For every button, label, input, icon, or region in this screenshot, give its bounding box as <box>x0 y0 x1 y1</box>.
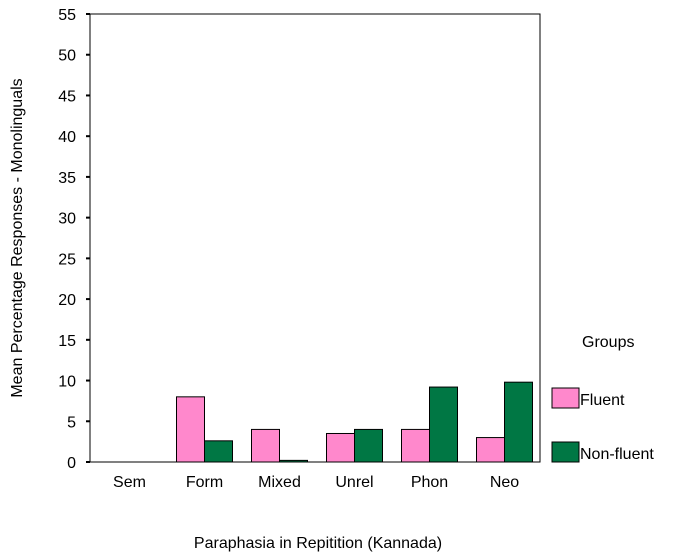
x-tick-label: Form <box>186 474 223 491</box>
bar-phon-fluent <box>401 428 430 463</box>
bars <box>176 381 533 463</box>
legend-swatch-fluent <box>551 387 580 409</box>
x-tick-labels: Sem Form Mixed Unrel Phon Neo <box>113 474 519 491</box>
legend-swatch-non-fluent <box>551 441 580 463</box>
bar-phon-non-fluent <box>429 386 458 463</box>
x-tick-label: Unrel <box>335 474 373 491</box>
legend-title: Groups <box>582 334 634 351</box>
bar-neo-non-fluent <box>504 381 533 463</box>
bar-unrel-fluent <box>326 432 355 463</box>
y-tick-label: 20 <box>58 292 76 309</box>
bar-mixed-fluent <box>251 428 280 463</box>
x-tick-label: Sem <box>113 474 146 491</box>
legend-label: Fluent <box>580 392 625 409</box>
y-axis: 0 5 10 15 20 25 30 35 40 45 50 55 <box>58 7 90 472</box>
bar-neo-fluent <box>476 437 505 463</box>
bar-form-fluent <box>176 396 205 463</box>
x-tick-label: Phon <box>411 474 448 491</box>
y-tick-label: 40 <box>58 129 76 146</box>
y-tick-label: 25 <box>58 251 76 268</box>
x-tick-label: Mixed <box>258 474 301 491</box>
y-tick-label: 0 <box>67 455 76 472</box>
y-tick-label: 50 <box>58 48 76 65</box>
legend: Groups Fluent Non-fluent <box>551 334 654 463</box>
bar-form-non-fluent <box>204 440 233 463</box>
y-tick-label: 10 <box>58 374 76 391</box>
bar-unrel-non-fluent <box>354 428 383 463</box>
x-tick-label: Neo <box>490 474 519 491</box>
plot-area <box>89 13 541 463</box>
legend-label: Non-fluent <box>580 446 654 463</box>
y-axis-title: Mean Percentage Responses - Monolinguals <box>9 78 26 397</box>
y-tick-label: 5 <box>67 414 76 431</box>
y-tick-label: 55 <box>58 7 76 24</box>
y-tick-label: 15 <box>58 333 76 350</box>
bar-mixed-non-fluent <box>279 459 308 463</box>
y-tick-label: 30 <box>58 211 76 228</box>
x-axis-title: Paraphasia in Repitition (Kannada) <box>194 535 442 552</box>
y-tick-label: 45 <box>58 88 76 105</box>
y-tick-label: 35 <box>58 170 76 187</box>
